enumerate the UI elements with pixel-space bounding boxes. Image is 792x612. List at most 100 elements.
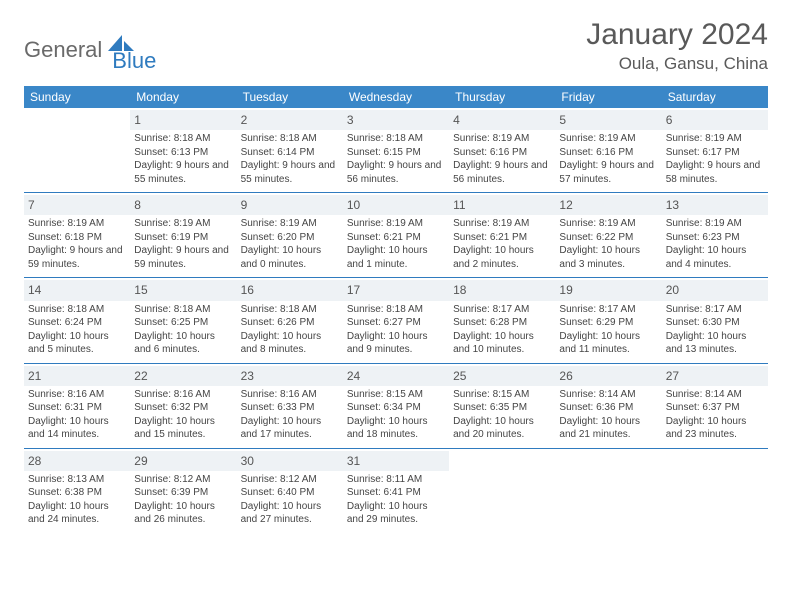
calendar-day-cell: 30Sunrise: 8:12 AMSunset: 6:40 PMDayligh… [237,448,343,533]
calendar-day-cell: 31Sunrise: 8:11 AMSunset: 6:41 PMDayligh… [343,448,449,533]
calendar-day-cell: 2Sunrise: 8:18 AMSunset: 6:14 PMDaylight… [237,108,343,193]
day-number: 19 [555,280,661,300]
calendar-day-cell: 18 Sunrise: 8:17 AMSunset: 6:28 PMDayligh… [449,278,555,363]
weekday-header: Saturday [662,86,768,108]
day-info: Sunrise: 8:19 AMSunset: 6:19 PMDaylight:… [134,217,232,271]
day-info: Sunrise: 8:12 AMSunset: 6:40 PMDaylight:… [241,473,339,527]
page-title: January 2024 [586,18,768,52]
day-info: Sunrise: 8:15 AMSunset: 6:34 PMDaylight:… [347,388,445,442]
day-number: 25 [449,366,555,386]
calendar-day-cell: 14 Sunrise: 8:18 AMSunset: 6:24 PMDayligh… [24,278,130,363]
day-number: 5 [555,110,661,130]
day-info: Sunrise: 8:18 AMSunset: 6:24 PMDaylight:… [28,303,126,357]
day-number: 28 [24,451,130,471]
calendar-day-cell: 8Sunrise: 8:19 AMSunset: 6:19 PMDaylight… [130,193,236,278]
weekday-header: Wednesday [343,86,449,108]
location-label: Oula, Gansu, China [586,54,768,74]
calendar-day-cell: 19 Sunrise: 8:17 AMSunset: 6:29 PMDayligh… [555,278,661,363]
day-number: 27 [662,366,768,386]
calendar-day-cell: 15 Sunrise: 8:18 AMSunset: 6:25 PMDayligh… [130,278,236,363]
calendar-body: 1Sunrise: 8:18 AMSunset: 6:13 PMDaylight… [24,108,768,533]
calendar-day-cell: 12Sunrise: 8:19 AMSunset: 6:22 PMDayligh… [555,193,661,278]
day-number: 30 [237,451,343,471]
weekday-header: Friday [555,86,661,108]
day-number: 10 [343,195,449,215]
day-info: Sunrise: 8:19 AMSunset: 6:21 PMDaylight:… [453,217,551,271]
calendar-day-cell: 27Sunrise: 8:14 AMSunset: 6:37 PMDayligh… [662,363,768,448]
calendar-day-cell: 23Sunrise: 8:16 AMSunset: 6:33 PMDayligh… [237,363,343,448]
header: General Blue January 2024 Oula, Gansu, C… [24,18,768,74]
day-info: Sunrise: 8:15 AMSunset: 6:35 PMDaylight:… [453,388,551,442]
calendar-day-cell: 3Sunrise: 8:18 AMSunset: 6:15 PMDaylight… [343,108,449,193]
day-number: 21 [24,366,130,386]
calendar-day-cell: 4Sunrise: 8:19 AMSunset: 6:16 PMDaylight… [449,108,555,193]
day-number: 20 [662,280,768,300]
day-number: 26 [555,366,661,386]
day-info: Sunrise: 8:14 AMSunset: 6:36 PMDaylight:… [559,388,657,442]
day-info: Sunrise: 8:17 AMSunset: 6:29 PMDaylight:… [559,303,657,357]
day-info: Sunrise: 8:17 AMSunset: 6:30 PMDaylight:… [666,303,764,357]
day-info: Sunrise: 8:13 AMSunset: 6:38 PMDaylight:… [28,473,126,527]
calendar-day-cell [24,108,130,193]
calendar-day-cell: 21Sunrise: 8:16 AMSunset: 6:31 PMDayligh… [24,363,130,448]
day-info: Sunrise: 8:19 AMSunset: 6:23 PMDaylight:… [666,217,764,271]
day-number: 1 [130,110,236,130]
day-number: 18 [449,280,555,300]
day-number: 23 [237,366,343,386]
calendar-day-cell: 1Sunrise: 8:18 AMSunset: 6:13 PMDaylight… [130,108,236,193]
day-number: 11 [449,195,555,215]
calendar-table: SundayMondayTuesdayWednesdayThursdayFrid… [24,86,768,533]
calendar-day-cell: 28Sunrise: 8:13 AMSunset: 6:38 PMDayligh… [24,448,130,533]
calendar-day-cell [449,448,555,533]
day-info: Sunrise: 8:19 AMSunset: 6:20 PMDaylight:… [241,217,339,271]
day-number: 22 [130,366,236,386]
title-block: January 2024 Oula, Gansu, China [586,18,768,74]
calendar-day-cell: 9Sunrise: 8:19 AMSunset: 6:20 PMDaylight… [237,193,343,278]
day-info: Sunrise: 8:11 AMSunset: 6:41 PMDaylight:… [347,473,445,527]
weekday-header-row: SundayMondayTuesdayWednesdayThursdayFrid… [24,86,768,108]
calendar-week-row: 14 Sunrise: 8:18 AMSunset: 6:24 PMDayligh… [24,278,768,363]
weekday-header: Thursday [449,86,555,108]
calendar-day-cell [555,448,661,533]
day-info: Sunrise: 8:18 AMSunset: 6:13 PMDaylight:… [134,132,232,186]
day-number: 16 [237,280,343,300]
day-info: Sunrise: 8:18 AMSunset: 6:25 PMDaylight:… [134,303,232,357]
calendar-day-cell: 13Sunrise: 8:19 AMSunset: 6:23 PMDayligh… [662,193,768,278]
day-number: 12 [555,195,661,215]
day-info: Sunrise: 8:19 AMSunset: 6:22 PMDaylight:… [559,217,657,271]
day-info: Sunrise: 8:19 AMSunset: 6:17 PMDaylight:… [666,132,764,186]
day-info: Sunrise: 8:12 AMSunset: 6:39 PMDaylight:… [134,473,232,527]
day-info: Sunrise: 8:18 AMSunset: 6:27 PMDaylight:… [347,303,445,357]
calendar-day-cell: 16Sunrise: 8:18 AMSunset: 6:26 PMDayligh… [237,278,343,363]
calendar-day-cell: 11Sunrise: 8:19 AMSunset: 6:21 PMDayligh… [449,193,555,278]
day-info: Sunrise: 8:16 AMSunset: 6:32 PMDaylight:… [134,388,232,442]
weekday-header: Sunday [24,86,130,108]
day-info: Sunrise: 8:16 AMSunset: 6:33 PMDaylight:… [241,388,339,442]
day-number: 14 [24,280,130,300]
day-info: Sunrise: 8:18 AMSunset: 6:15 PMDaylight:… [347,132,445,186]
day-number: 17 [343,280,449,300]
calendar-day-cell: 17 Sunrise: 8:18 AMSunset: 6:27 PMDayligh… [343,278,449,363]
calendar-week-row: 1Sunrise: 8:18 AMSunset: 6:13 PMDaylight… [24,108,768,193]
day-info: Sunrise: 8:14 AMSunset: 6:37 PMDaylight:… [666,388,764,442]
weekday-header: Tuesday [237,86,343,108]
day-number: 7 [24,195,130,215]
day-info: Sunrise: 8:19 AMSunset: 6:21 PMDaylight:… [347,217,445,271]
day-number: 31 [343,451,449,471]
day-number: 3 [343,110,449,130]
day-info: Sunrise: 8:16 AMSunset: 6:31 PMDaylight:… [28,388,126,442]
day-number: 6 [662,110,768,130]
logo-text-blue: Blue [112,48,156,74]
day-number: 9 [237,195,343,215]
weekday-header: Monday [130,86,236,108]
calendar-day-cell: 29Sunrise: 8:12 AMSunset: 6:39 PMDayligh… [130,448,236,533]
calendar-week-row: 7Sunrise: 8:19 AMSunset: 6:18 PMDaylight… [24,193,768,278]
calendar-day-cell: 25Sunrise: 8:15 AMSunset: 6:35 PMDayligh… [449,363,555,448]
day-number: 29 [130,451,236,471]
day-number: 15 [130,280,236,300]
day-info: Sunrise: 8:17 AMSunset: 6:28 PMDaylight:… [453,303,551,357]
calendar-day-cell: 7Sunrise: 8:19 AMSunset: 6:18 PMDaylight… [24,193,130,278]
calendar-day-cell: 22Sunrise: 8:16 AMSunset: 6:32 PMDayligh… [130,363,236,448]
calendar-week-row: 21Sunrise: 8:16 AMSunset: 6:31 PMDayligh… [24,363,768,448]
calendar-week-row: 28Sunrise: 8:13 AMSunset: 6:38 PMDayligh… [24,448,768,533]
